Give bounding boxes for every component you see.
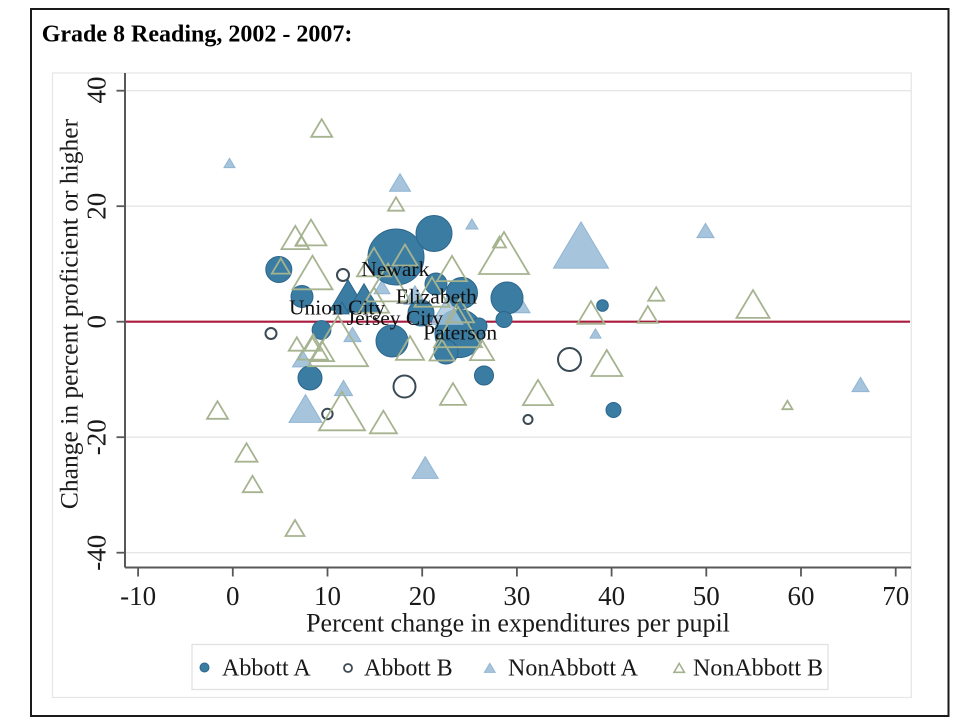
svg-text:50: 50 <box>693 581 720 611</box>
svg-text:0: 0 <box>226 581 240 611</box>
svg-text:20: 20 <box>82 193 112 220</box>
svg-text:40: 40 <box>598 581 625 611</box>
svg-text:Paterson: Paterson <box>423 321 497 345</box>
svg-text:0: 0 <box>82 315 112 329</box>
svg-text:Jersey City: Jersey City <box>347 306 443 330</box>
svg-text:10: 10 <box>314 581 341 611</box>
svg-text:-20: -20 <box>82 419 112 455</box>
svg-text:-10: -10 <box>120 581 156 611</box>
svg-text:60: 60 <box>788 581 815 611</box>
svg-text:20: 20 <box>409 581 436 611</box>
svg-text:Union City: Union City <box>289 296 385 320</box>
svg-text:-40: -40 <box>82 535 112 571</box>
svg-text:30: 30 <box>503 581 530 611</box>
svg-text:Abbott B: Abbott B <box>364 656 453 682</box>
svg-text:NonAbbott B: NonAbbott B <box>693 656 823 682</box>
svg-text:NonAbbott A: NonAbbott A <box>508 656 639 682</box>
svg-text:Change in percent proficient o: Change in percent proficient or higher <box>55 118 84 509</box>
svg-text:Percent change in expenditures: Percent change in expenditures per pupil <box>306 609 730 638</box>
svg-text:Newark: Newark <box>361 257 429 281</box>
svg-text:70: 70 <box>882 581 909 611</box>
svg-text:Abbott A: Abbott A <box>222 656 311 682</box>
svg-text:40: 40 <box>82 77 112 104</box>
svg-text:Grade 8 Reading, 2002 - 2007:: Grade 8 Reading, 2002 - 2007: <box>42 22 353 48</box>
svg-text:Elizabeth: Elizabeth <box>396 284 477 308</box>
